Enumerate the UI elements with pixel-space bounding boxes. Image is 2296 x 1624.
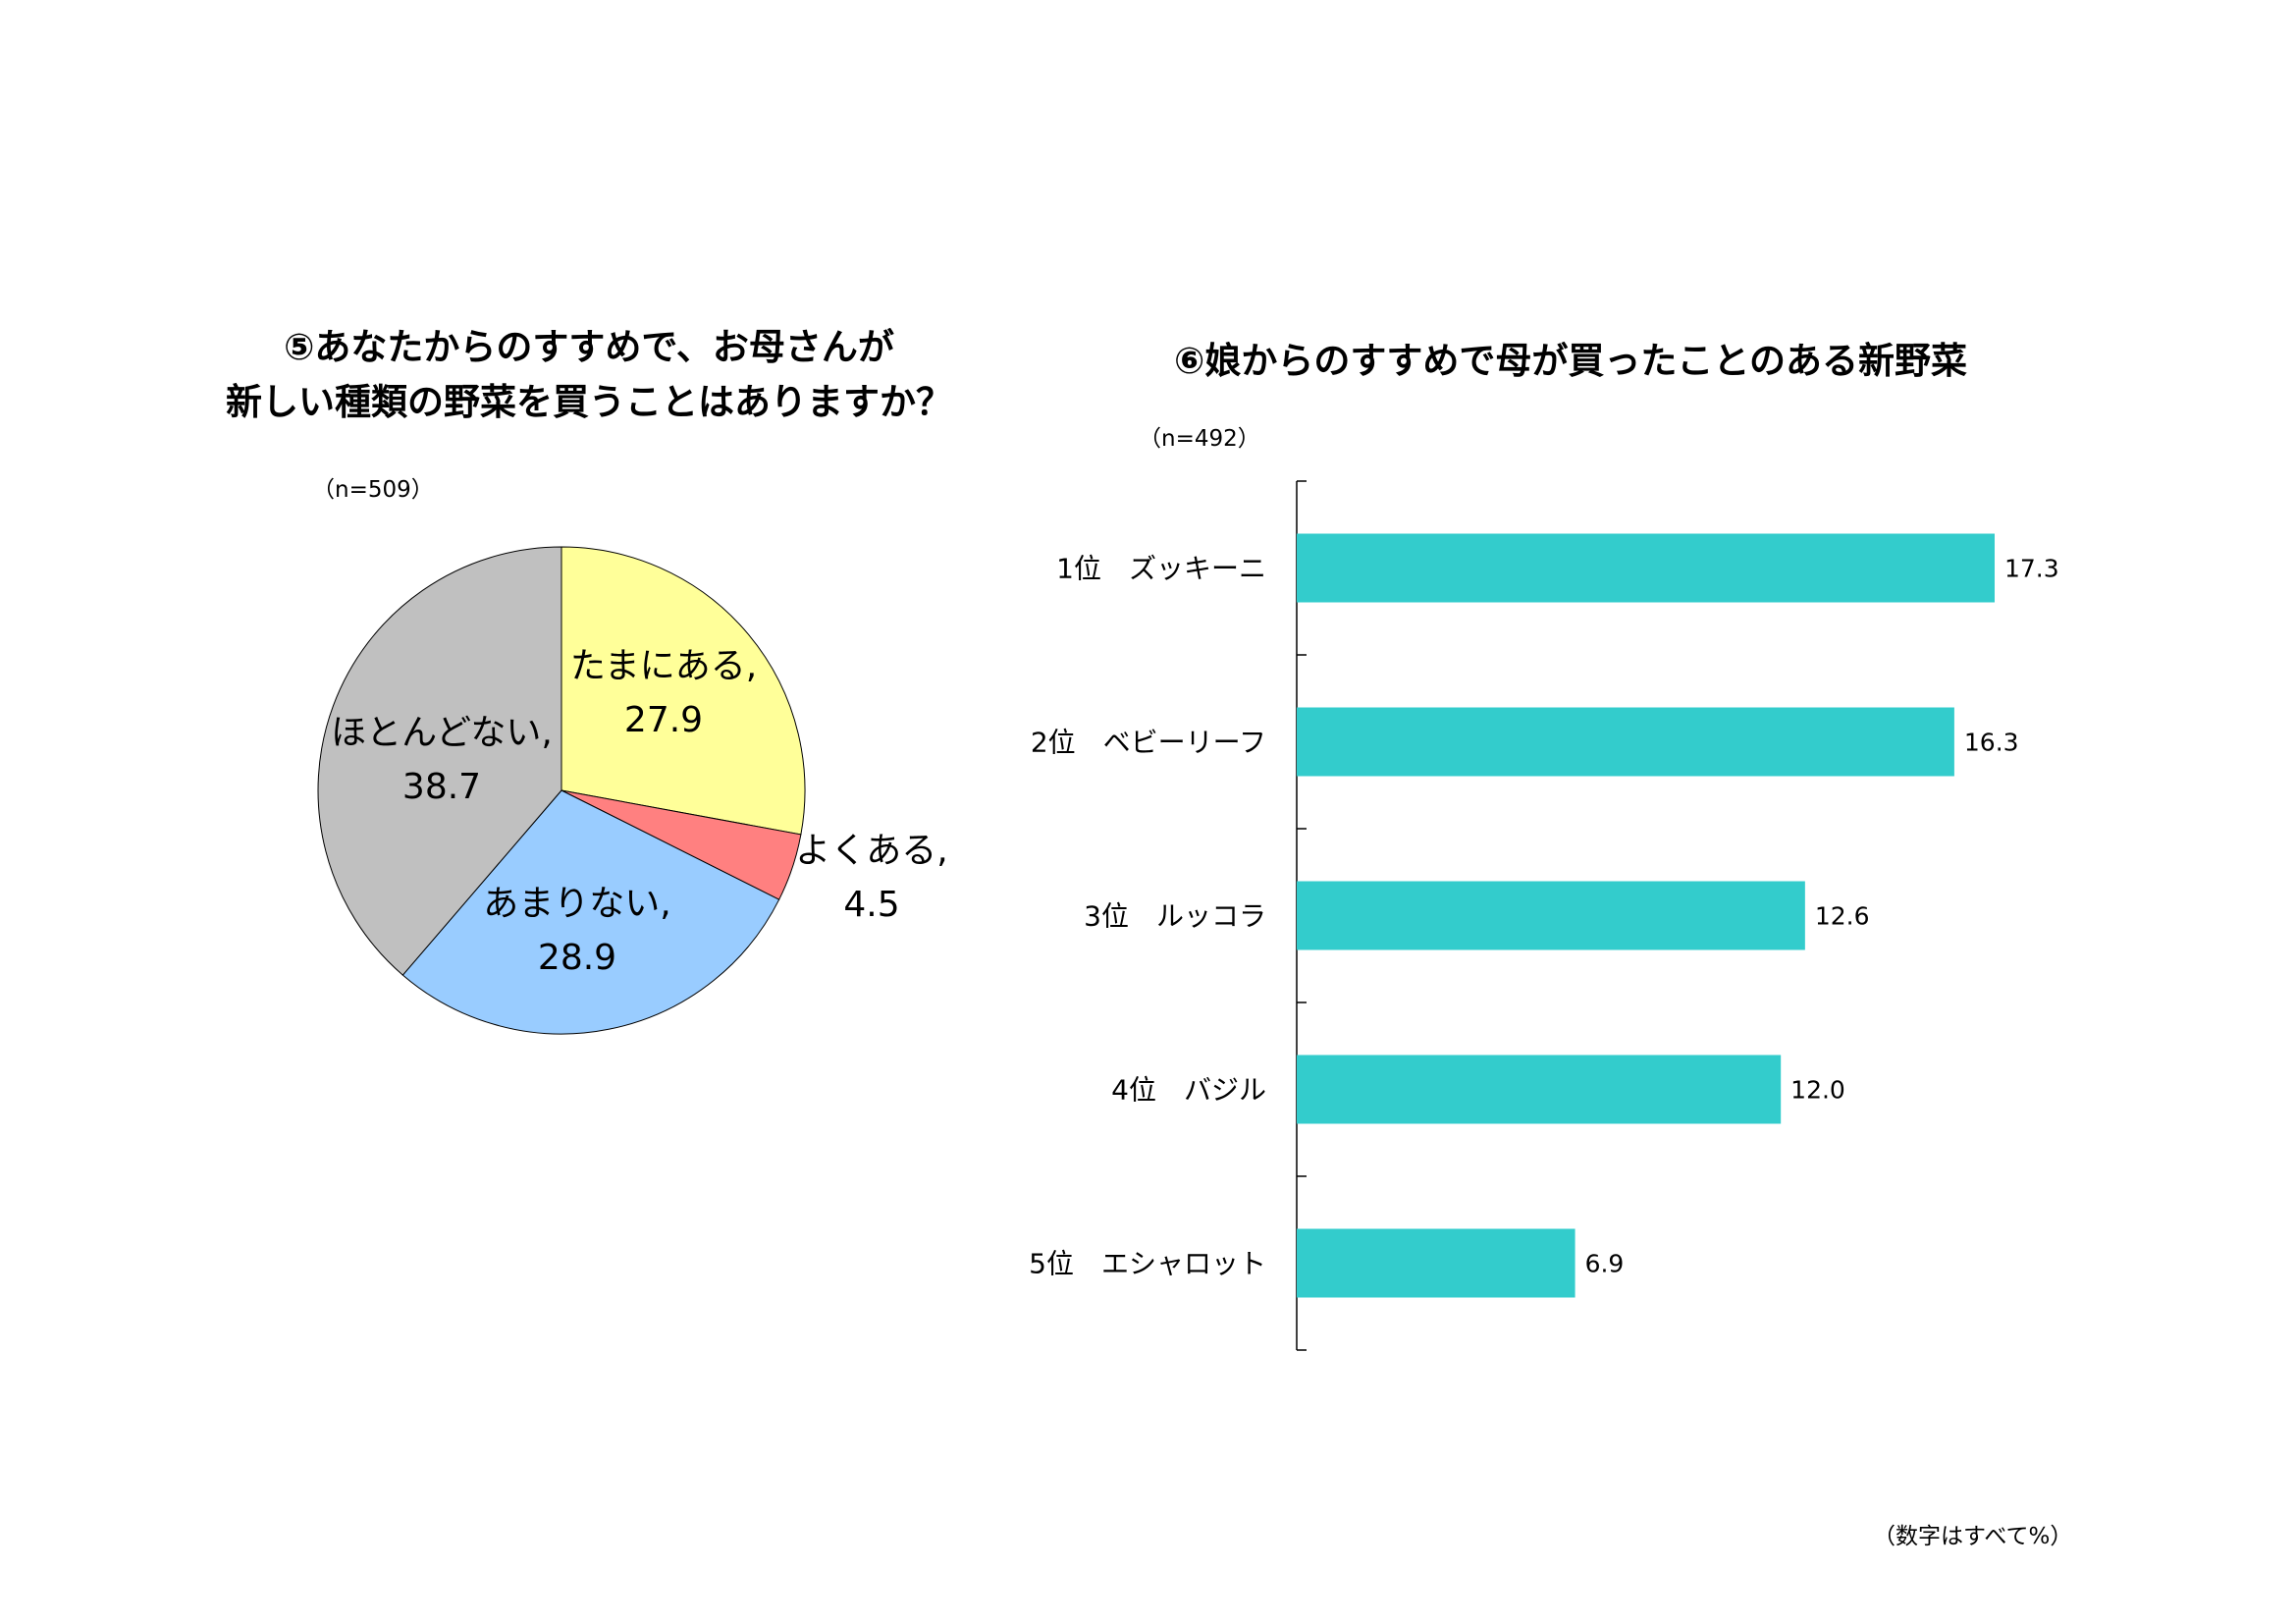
bar — [1297, 1228, 1575, 1298]
bar-category-label: 2位 ベビーリーフ — [1031, 727, 1266, 759]
pie-chart-title: ⑤あなたからのすすめで、お母さんが 新しい種類の野菜を買うことはありますか？ — [147, 320, 1031, 430]
bar-value-label: 12.0 — [1790, 1076, 1845, 1105]
pie-slice-value: 28.9 — [538, 938, 616, 978]
bar — [1297, 533, 1995, 603]
bar-chart-title: ⑥娘からのすすめで母が買ったことのある新野菜 — [1174, 340, 1967, 382]
pie-slice-label: あまりない, — [483, 884, 670, 924]
bar — [1297, 1055, 1782, 1124]
pie-slice-label: たまにある, — [570, 646, 757, 686]
bar-sample-size: （n=492） — [1139, 426, 1260, 452]
bar-value-label: 17.3 — [2004, 555, 2059, 583]
bar-value-label: 12.6 — [1815, 902, 1870, 931]
pie-slice-value: 4.5 — [843, 885, 899, 925]
pie-slice — [401, 789, 780, 1035]
bar-chart: 1位 ズッキーニ 17.3 2位 ベビーリーフ 16.3 3位 ルッコラ 12.6 4位 バ… — [1029, 480, 2059, 1351]
pie-sample-size: （n=509） — [312, 477, 434, 503]
pie-chart: たまにある, 27.9 よくある, 4.5 あまりない, 28.9 ほとんどない, 38.7 — [317, 546, 948, 1035]
bar-value-label: 6.9 — [1585, 1250, 1625, 1278]
bar — [1297, 881, 1805, 950]
bar-category-label: 3位 ルッコラ — [1084, 900, 1266, 933]
pie-slice — [317, 546, 562, 976]
bar-category-label: 1位 ズッキーニ — [1056, 553, 1266, 585]
pie-slice-value: 38.7 — [402, 767, 481, 807]
bar-value-label: 16.3 — [1964, 729, 2019, 757]
bar-category-label: 4位 バジル — [1111, 1074, 1266, 1107]
bar — [1297, 707, 1954, 777]
pie-title-line-1: ⑤あなたからのすすめで、お母さんが — [284, 326, 894, 368]
pie-slice-value: 27.9 — [624, 700, 703, 740]
footnote: （数字はすべて%） — [1873, 1524, 2073, 1549]
bar-category-label: 5位 エシャロット — [1029, 1248, 1266, 1280]
pie-title-line-2: 新しい種類の野菜を買うことはありますか？ — [226, 381, 952, 423]
pie-slice — [561, 546, 806, 836]
pie-slice-label: ほとんどない, — [331, 713, 553, 753]
pie-slice-label: よくある, — [795, 831, 947, 871]
